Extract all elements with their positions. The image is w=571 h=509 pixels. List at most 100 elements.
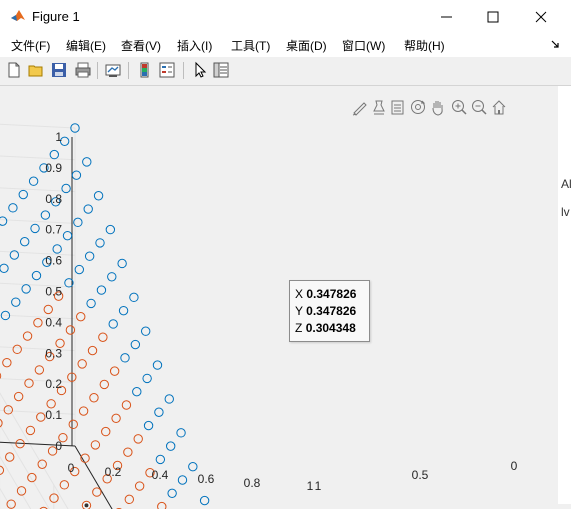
figure-toolbar — [0, 57, 571, 86]
data-point — [12, 344, 22, 355]
data-point — [111, 413, 121, 424]
new-figure-icon[interactable] — [5, 61, 23, 79]
z-tick-label: 0.5 — [45, 285, 62, 299]
link-plot-icon[interactable] — [104, 61, 122, 79]
grid-line — [0, 346, 76, 352]
data-point — [24, 378, 34, 388]
data-point — [34, 365, 45, 375]
y-tick-label: 1 — [315, 479, 322, 493]
data-point — [93, 191, 104, 201]
datatip-y-value: 0.347826 — [306, 304, 357, 318]
data-point — [37, 459, 47, 469]
data-cursor-icon[interactable] — [373, 100, 385, 115]
export-icon[interactable] — [391, 100, 404, 115]
data-point — [176, 428, 186, 438]
save-icon[interactable] — [50, 61, 68, 79]
data-point — [0, 216, 8, 226]
close-icon — [535, 11, 547, 22]
data-point — [123, 447, 133, 457]
data-point — [133, 434, 143, 444]
data-point — [74, 264, 85, 275]
maximize-button[interactable] — [470, 0, 516, 33]
data-point — [49, 149, 60, 160]
data-point — [129, 292, 139, 303]
data-point — [39, 163, 49, 173]
data-point — [98, 332, 108, 342]
toolbar-separator — [97, 62, 98, 79]
menu-tools[interactable]: 工具(T) — [231, 39, 271, 53]
data-point — [69, 466, 80, 477]
home-icon[interactable] — [492, 100, 506, 115]
menu-help[interactable]: 帮助(H) — [404, 39, 445, 53]
menu-edit[interactable]: 编辑(E) — [66, 39, 106, 53]
data-point — [13, 391, 24, 402]
zoom-out-icon[interactable] — [472, 100, 487, 115]
z-tick-label: 0.1 — [45, 408, 62, 422]
menu-desktop[interactable]: 桌面(D) — [286, 39, 327, 53]
edit-plot-icon[interactable] — [191, 61, 209, 79]
data-point — [59, 480, 70, 490]
open-file-icon[interactable] — [27, 61, 45, 79]
matlab-logo-icon — [11, 10, 25, 21]
data-point — [89, 393, 99, 403]
minimize-button[interactable] — [424, 0, 470, 33]
dock-arrow-icon[interactable] — [551, 40, 560, 49]
axes-grid — [0, 123, 113, 509]
data-point — [0, 263, 9, 274]
datatip[interactable]: X 0.347826 Y 0.347826 Z 0.304348 — [289, 280, 370, 342]
x-tick-label: 0.2 — [105, 465, 122, 479]
zoom-in-icon[interactable] — [452, 100, 467, 115]
z-tick-label: 0.2 — [45, 377, 62, 391]
menu-insert[interactable]: 插入(I) — [177, 39, 213, 53]
data-point — [121, 400, 132, 410]
z-tick-label: 0 — [55, 439, 62, 453]
data-point — [118, 305, 129, 316]
data-point — [52, 244, 62, 254]
data-point — [2, 357, 12, 368]
print-icon[interactable] — [74, 61, 92, 79]
datatip-y-label: Y — [295, 304, 303, 318]
close-button[interactable] — [518, 0, 564, 33]
datatip-marker — [83, 502, 90, 509]
data-point — [157, 501, 167, 509]
x-tick-label: 0 — [68, 461, 75, 475]
colorbar-icon[interactable] — [136, 61, 154, 79]
data-point — [30, 223, 40, 234]
z-tick-label: 0.8 — [45, 192, 62, 206]
z-tick-label: 0.6 — [45, 254, 62, 268]
data-point — [165, 441, 176, 451]
background-text-fragment: Al — [561, 177, 571, 191]
y-axis-line — [0, 441, 76, 447]
data-point — [80, 453, 90, 463]
data-point — [107, 272, 117, 282]
data-point — [25, 425, 36, 436]
y-tick-label: 0.5 — [412, 468, 429, 482]
data-point — [9, 250, 20, 260]
rotate-3d-icon[interactable] — [411, 100, 426, 114]
data-point — [132, 386, 142, 397]
data-point — [177, 475, 188, 485]
menu-file[interactable]: 文件(F) — [11, 39, 51, 53]
data-point — [84, 251, 95, 261]
data-point — [105, 224, 116, 235]
window-bottom-edge — [0, 504, 571, 509]
x-tick-label: 0.6 — [198, 472, 215, 486]
scatter-points — [0, 123, 210, 509]
data-point — [43, 304, 53, 315]
data-point — [53, 291, 64, 301]
brush-icon[interactable] — [352, 102, 367, 116]
z-tick-label: 0.9 — [45, 161, 62, 175]
y-tick-label: 0 — [511, 459, 518, 473]
data-point — [83, 204, 93, 214]
legend-icon[interactable] — [158, 61, 176, 79]
grid-line — [0, 155, 76, 509]
menu-window[interactable]: 窗口(W) — [342, 39, 386, 53]
data-point — [87, 345, 98, 356]
data-point — [71, 170, 82, 180]
menu-view[interactable]: 查看(V) — [121, 39, 161, 53]
pan-icon[interactable] — [432, 101, 443, 116]
data-point — [42, 257, 52, 267]
property-inspector-icon[interactable] — [212, 61, 230, 79]
toolbar-separator — [128, 62, 129, 79]
